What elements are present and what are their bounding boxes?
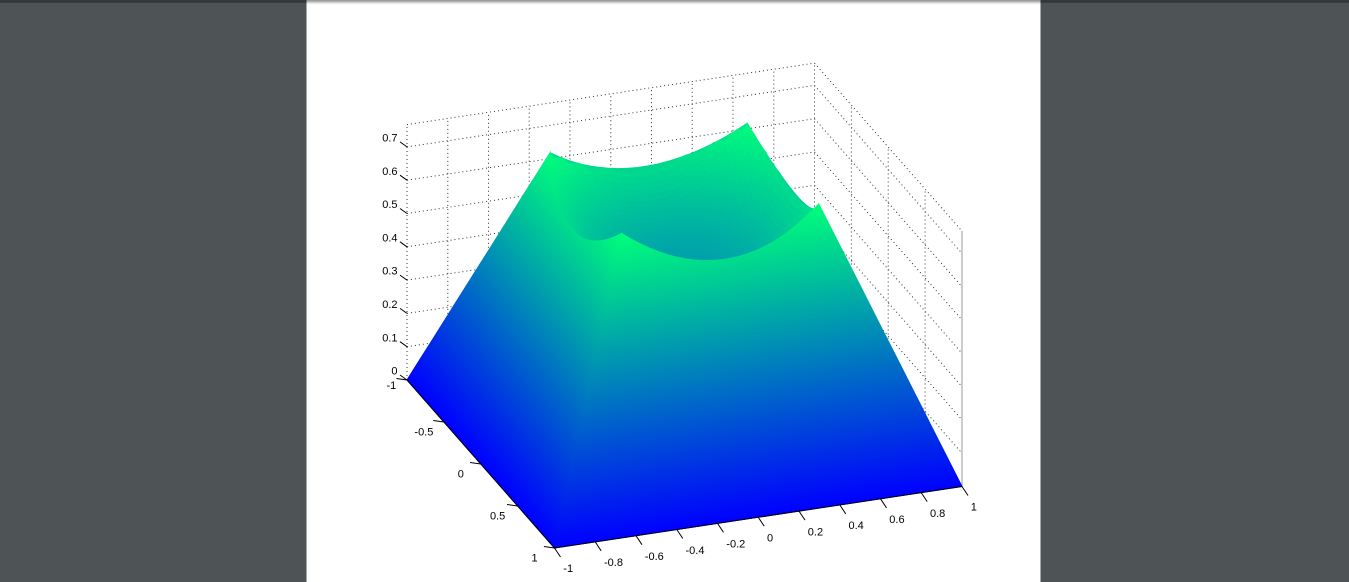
svg-text:0.5: 0.5 bbox=[382, 199, 397, 211]
svg-text:0.1: 0.1 bbox=[382, 332, 397, 344]
svg-text:0.4: 0.4 bbox=[382, 232, 397, 244]
svg-text:0.2: 0.2 bbox=[808, 526, 823, 538]
svg-text:0.8: 0.8 bbox=[930, 508, 945, 520]
svg-text:-0.2: -0.2 bbox=[726, 539, 745, 551]
svg-text:-0.5: -0.5 bbox=[414, 427, 433, 439]
svg-text:-0.6: -0.6 bbox=[645, 551, 664, 563]
svg-text:-0.4: -0.4 bbox=[686, 545, 705, 557]
svg-text:-1: -1 bbox=[563, 563, 573, 575]
svg-text:0: 0 bbox=[391, 366, 397, 378]
svg-text:0: 0 bbox=[767, 533, 773, 545]
svg-text:0: 0 bbox=[458, 469, 464, 481]
svg-text:0.7: 0.7 bbox=[382, 133, 397, 145]
svg-text:-1: -1 bbox=[387, 380, 397, 392]
svg-text:0.5: 0.5 bbox=[490, 511, 505, 523]
svg-text:1: 1 bbox=[971, 502, 977, 514]
svg-text:0.6: 0.6 bbox=[889, 514, 904, 526]
svg-text:0.4: 0.4 bbox=[849, 520, 864, 532]
svg-text:0.2: 0.2 bbox=[382, 299, 397, 311]
svg-text:0.6: 0.6 bbox=[382, 166, 397, 178]
svg-text:-0.8: -0.8 bbox=[604, 557, 623, 569]
svg-text:0.3: 0.3 bbox=[382, 266, 397, 278]
svg-text:1: 1 bbox=[531, 553, 537, 565]
